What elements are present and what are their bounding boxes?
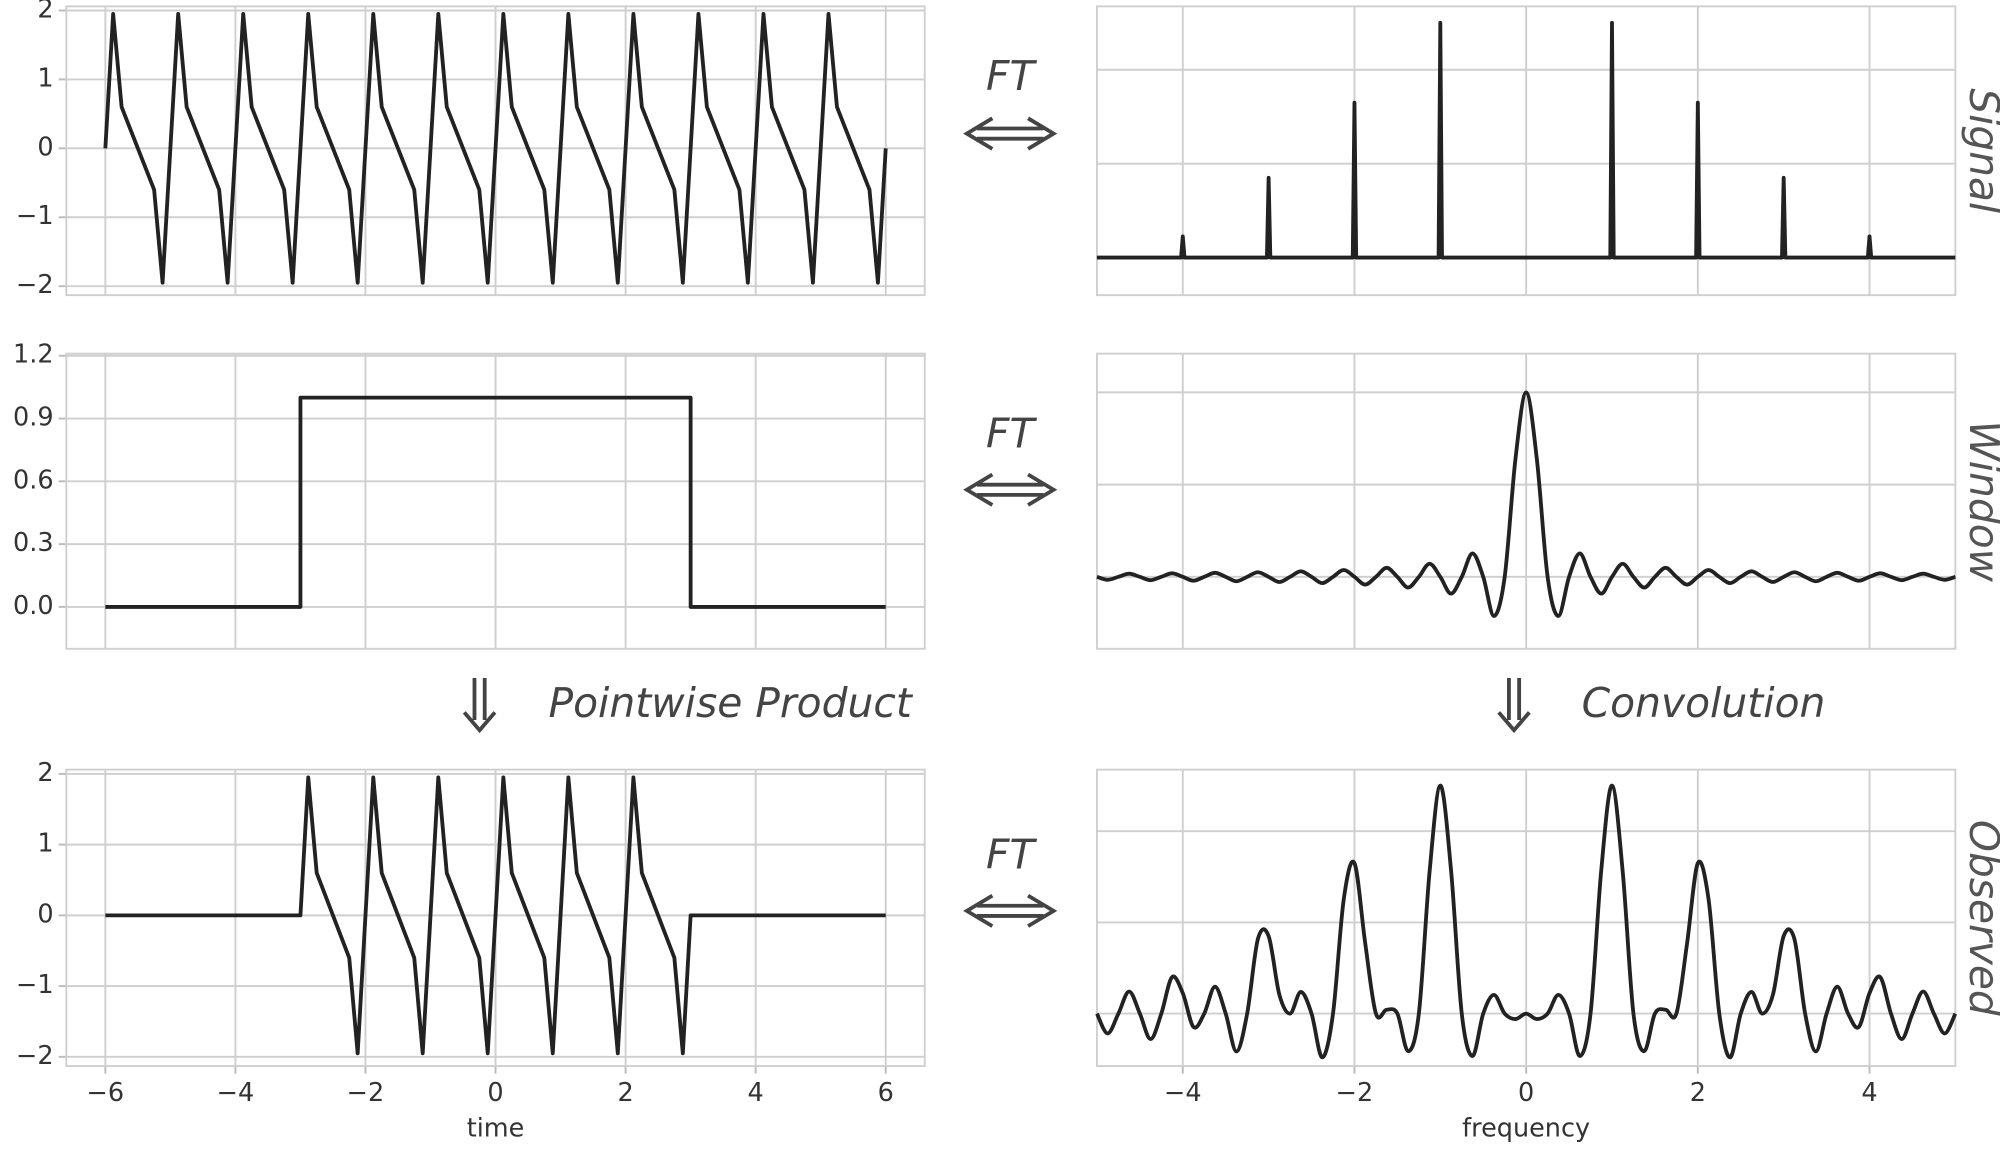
x-tick-label: −6 xyxy=(87,1078,125,1108)
y-tick-label: 0.9 xyxy=(13,403,54,433)
x-tick-label: 2 xyxy=(1690,1078,1706,1108)
y-tick-label: 0.0 xyxy=(13,591,54,621)
x-tick-label: −2 xyxy=(347,1078,385,1108)
data-line xyxy=(105,775,886,1056)
data-line xyxy=(1096,20,1956,260)
axes-frame xyxy=(65,5,926,297)
data-line xyxy=(1096,390,1956,618)
x-tick-label: 4 xyxy=(1861,1078,1877,1108)
axes-frame xyxy=(1095,5,1957,297)
down-arrow xyxy=(462,678,497,734)
data-line xyxy=(103,12,888,285)
y-tick-label: 2 xyxy=(37,0,53,24)
ft-label: FT xyxy=(986,409,1038,457)
y-tick-label: −2 xyxy=(16,270,54,300)
ft-label: FT xyxy=(986,52,1038,100)
x-tick-label: 4 xyxy=(748,1078,764,1108)
product-label: Pointwise Product xyxy=(548,679,913,727)
y-tick-label: 1 xyxy=(37,63,53,93)
double-arrow xyxy=(963,893,1058,928)
y-tick-label: 0.3 xyxy=(13,528,54,558)
ft-label: FT xyxy=(986,830,1038,878)
axes-frame xyxy=(1095,768,1957,1067)
x-tick-label: 2 xyxy=(617,1078,633,1108)
axes-frame xyxy=(65,352,926,650)
y-tick-label: −1 xyxy=(16,201,54,231)
x-axis-label: time xyxy=(467,1114,525,1144)
x-axis-label: frequency xyxy=(1462,1114,1590,1144)
y-tick-label: 0 xyxy=(37,899,53,929)
y-tick-label: 2 xyxy=(37,758,53,788)
x-tick-label: −4 xyxy=(1164,1078,1202,1108)
y-tick-label: 1 xyxy=(37,829,53,859)
row-label: Signal xyxy=(1960,88,2000,214)
y-tick-label: −1 xyxy=(16,970,54,1000)
data-line xyxy=(1095,783,1958,1060)
y-tick-label: −2 xyxy=(16,1041,54,1071)
y-tick-label: 0 xyxy=(37,132,53,162)
axes-frame xyxy=(1095,352,1957,650)
convolution-label: Convolution xyxy=(1582,679,1826,727)
double-arrow xyxy=(963,116,1058,151)
axes-frame xyxy=(65,768,926,1067)
row-label: Window xyxy=(1960,421,2000,583)
x-tick-label: −4 xyxy=(217,1078,255,1108)
x-tick-label: 6 xyxy=(878,1078,894,1108)
down-arrow xyxy=(1497,678,1531,734)
row-label: Observed xyxy=(1960,820,2000,1017)
data-line xyxy=(105,395,886,609)
x-tick-label: 0 xyxy=(487,1078,503,1108)
x-tick-label: −2 xyxy=(1336,1078,1374,1108)
y-tick-label: 1.2 xyxy=(13,340,54,370)
y-tick-label: 0.6 xyxy=(13,465,54,495)
double-arrow xyxy=(963,472,1058,507)
x-tick-label: 0 xyxy=(1518,1078,1534,1108)
